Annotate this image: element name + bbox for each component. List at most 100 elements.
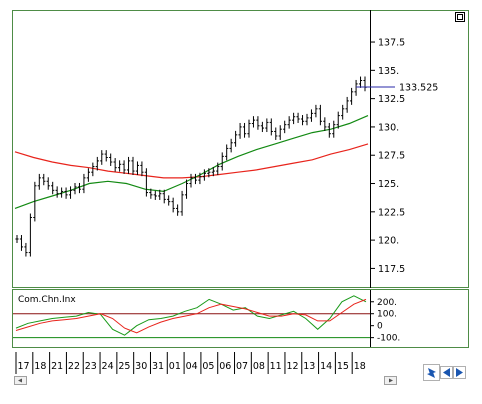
price-bar [184, 179, 189, 199]
small-right-arrow-icon[interactable] [384, 376, 397, 385]
y-tick-label: 130. [378, 122, 399, 133]
price-bar [180, 190, 184, 216]
price-bar [234, 130, 238, 147]
price-plot-area [14, 76, 369, 257]
date-tick-label: 22 [68, 361, 80, 372]
price-bar [171, 197, 175, 213]
date-tick-label: 05 [202, 361, 214, 372]
price-bar [122, 160, 126, 174]
small-left-arrow-icon[interactable] [14, 376, 27, 385]
price-bar [189, 173, 193, 188]
price-bar [37, 173, 41, 190]
indicator-y-tick-label: -100. [377, 334, 400, 344]
price-bar [207, 168, 211, 178]
price-y-axis: 117.5 120. 122.5 125. 127.5 130. 132.5 135. 137.… [370, 38, 405, 275]
indicator-y-tick-label: 0 [377, 322, 383, 332]
y-tick-label: 137.5 [378, 38, 405, 49]
price-bar [314, 104, 318, 118]
date-tick-label: 21 [51, 361, 63, 372]
price-bar [345, 96, 349, 113]
date-tick-label: 31 [152, 361, 164, 372]
date-tick-label: 24 [102, 361, 114, 372]
refresh-icon[interactable] [423, 364, 440, 381]
date-tick-label: 12 [286, 361, 298, 372]
price-bar [144, 168, 148, 197]
date-tick-label: 15 [337, 361, 349, 372]
price-bar [251, 116, 256, 128]
y-tick-label: 125. [378, 179, 399, 190]
price-bar [140, 161, 144, 177]
date-tick-label: 11 [270, 361, 282, 372]
last-price-label: 133.525 [399, 83, 438, 94]
price-bar [193, 173, 198, 185]
price-bar [24, 242, 28, 257]
price-bar [162, 189, 166, 204]
date-tick-label: 18 [34, 361, 46, 372]
price-bar [126, 156, 131, 174]
price-bar [202, 169, 206, 181]
price-bar [350, 87, 354, 105]
price-bar [247, 119, 251, 138]
price-bar [149, 188, 153, 199]
price-panel [12, 10, 469, 288]
date-tick-label: 23 [85, 361, 97, 372]
price-bar [296, 112, 300, 123]
indicator-title: Com.Chn.Inx [18, 295, 76, 305]
price-bar [68, 186, 73, 199]
date-tick-label: 14 [320, 361, 332, 372]
date-tick-label: 06 [219, 361, 231, 372]
price-bar [287, 116, 291, 129]
small-square-icon[interactable] [455, 12, 465, 22]
price-bar [216, 162, 220, 176]
date-tick-label: 01 [169, 361, 181, 372]
price-bar [198, 172, 202, 185]
price-bar [131, 156, 135, 176]
price-bar [33, 181, 37, 222]
price-bar [260, 121, 264, 133]
price-bar [309, 109, 314, 122]
price-bar [82, 173, 86, 194]
price-bar [354, 79, 358, 96]
price-bar [238, 122, 242, 139]
price-bar [300, 115, 305, 126]
date-tick-label: 04 [186, 361, 198, 372]
date-tick-label: 07 [236, 361, 248, 372]
price-bar [292, 112, 296, 125]
price-bar [176, 204, 180, 216]
price-bar [28, 213, 32, 257]
price-bar [220, 152, 224, 171]
date-tick-label: 30 [135, 361, 147, 372]
price-bar [269, 118, 273, 136]
price-bar [323, 117, 327, 131]
y-tick-label: 120. [378, 236, 399, 247]
y-tick-label: 117.5 [378, 264, 405, 275]
price-bar [95, 156, 99, 171]
indicator-y-axis: -100. 0 100. 200. [370, 298, 400, 344]
price-bar [51, 181, 55, 195]
indicator-line [15, 298, 367, 334]
price-bar [278, 125, 282, 140]
triangle-left-icon[interactable] [440, 366, 453, 379]
price-bar [229, 138, 233, 153]
indicator-y-tick-label: 200. [377, 298, 397, 308]
y-tick-label: 132.5 [378, 94, 405, 105]
price-bar [158, 189, 162, 200]
date-tick-label: 13 [303, 361, 315, 372]
price-bar [274, 127, 278, 140]
price-bar [256, 116, 260, 130]
price-bar [167, 195, 171, 206]
date-tick-label: 08 [253, 361, 265, 372]
price-bar [211, 167, 215, 177]
y-tick-label: 135. [378, 66, 399, 77]
price-bar [86, 168, 90, 182]
price-bar [153, 190, 157, 200]
price-bar [265, 118, 269, 133]
indicator-y-tick-label: 100. [377, 310, 397, 320]
price-bar [305, 113, 309, 126]
price-bar [19, 235, 24, 251]
price-bar [318, 104, 322, 126]
price-bar [64, 187, 68, 199]
triangle-right-icon[interactable] [453, 366, 466, 379]
price-bar [113, 158, 117, 172]
price-bar [109, 153, 113, 166]
